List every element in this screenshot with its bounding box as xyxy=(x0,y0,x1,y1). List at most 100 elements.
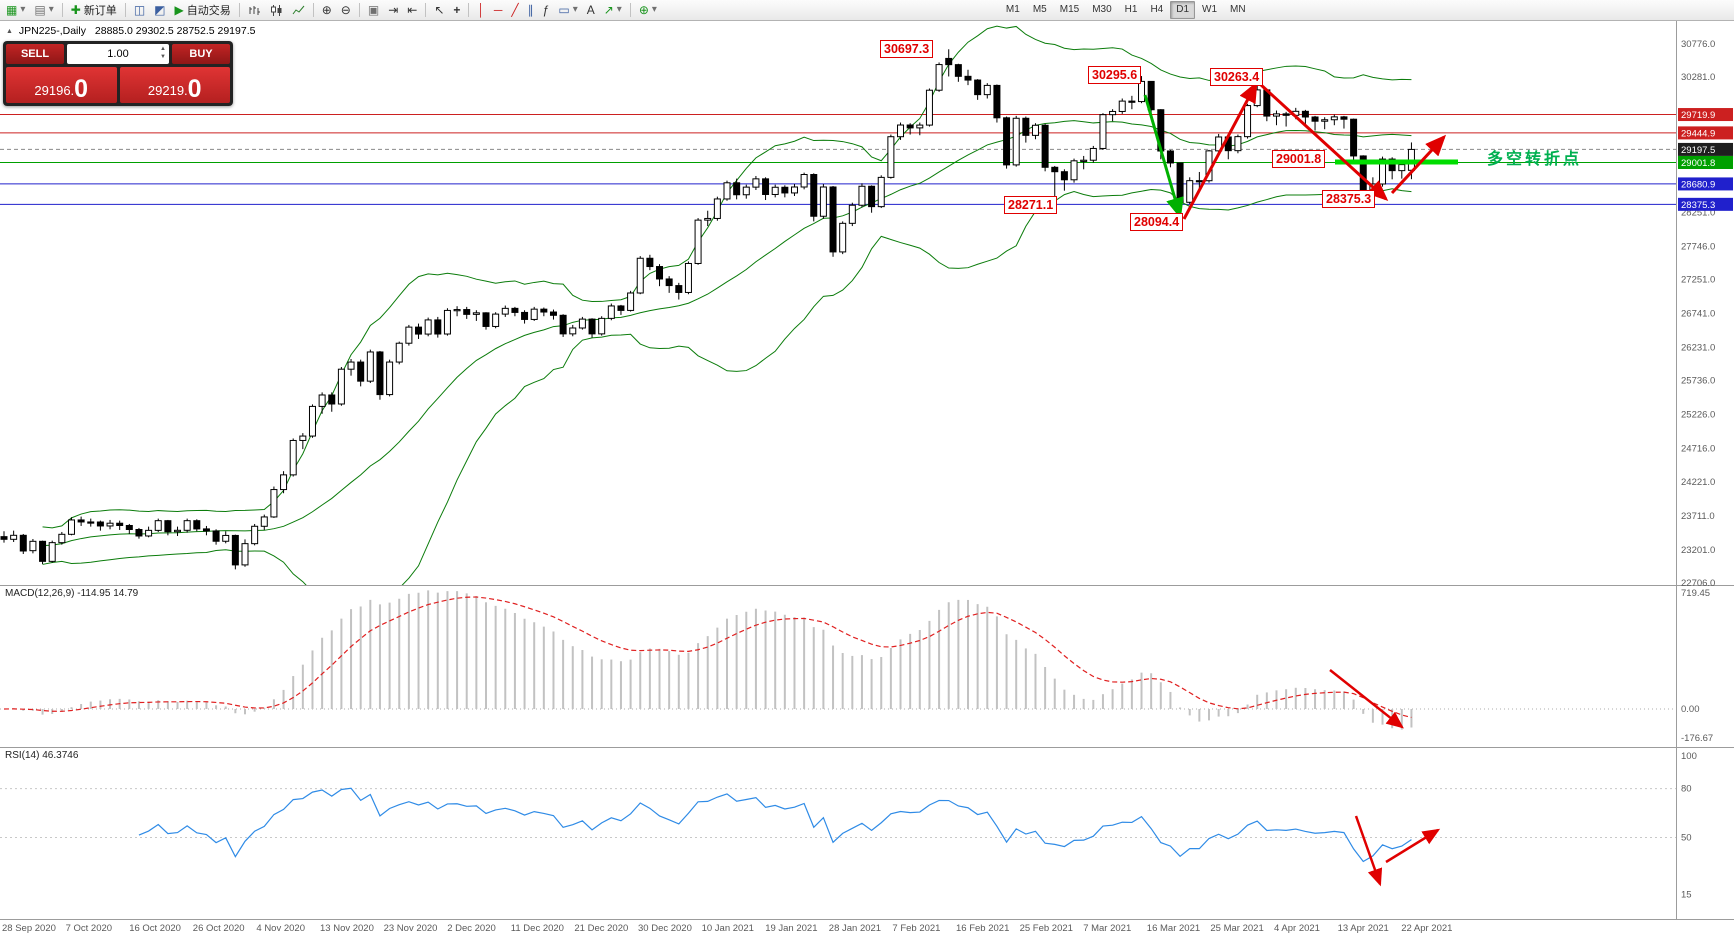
price-callout: 30263.4 xyxy=(1210,68,1264,86)
autotrade-label: 自动交易 xyxy=(186,5,231,17)
trendline-button[interactable]: ╱ xyxy=(507,0,522,20)
svg-text:25 Mar 2021: 25 Mar 2021 xyxy=(1210,923,1263,934)
timeframe-h4[interactable]: H4 xyxy=(1150,4,1164,15)
toolbar-separator xyxy=(61,3,63,17)
text-tool-button[interactable]: A xyxy=(583,0,599,20)
vertical-line-button[interactable]: │ xyxy=(473,0,489,20)
turning-point-label: 多空转折点 xyxy=(1487,151,1583,168)
candlestick-chart-icon xyxy=(270,4,282,16)
cursor-icon: ↖ xyxy=(434,3,445,17)
chart-symbol-period: JPN225-,Daily xyxy=(18,25,86,37)
line-chart-button[interactable] xyxy=(288,0,309,20)
autotrade-button[interactable]: ▶ 自动交易 xyxy=(171,0,235,20)
crosshair-button[interactable]: + xyxy=(449,0,464,20)
svg-text:27251.0: 27251.0 xyxy=(1681,274,1715,285)
svg-text:7 Mar 2021: 7 Mar 2021 xyxy=(1083,923,1131,934)
timeframe-m30[interactable]: M30 xyxy=(1092,4,1112,15)
sell-price-big-digit: 0 xyxy=(74,74,89,103)
macd-label: MACD(12,26,9) -114.95 14.79 xyxy=(5,588,139,599)
svg-text:719.45: 719.45 xyxy=(1681,588,1710,599)
svg-text:25226.0: 25226.0 xyxy=(1681,410,1715,421)
svg-text:-176.67: -176.67 xyxy=(1681,733,1713,744)
svg-text:29444.9: 29444.9 xyxy=(1681,128,1715,139)
zoom-in-icon: ⊕ xyxy=(321,3,332,17)
vertical-line-icon: │ xyxy=(477,3,485,17)
cursor-button[interactable]: ↖ xyxy=(430,0,448,20)
svg-text:15: 15 xyxy=(1681,890,1692,901)
fibonacci-button[interactable]: ƒ xyxy=(539,0,554,20)
sell-button[interactable]: SELL xyxy=(6,44,64,64)
sell-price-button[interactable]: 29196. 0 xyxy=(6,67,117,103)
main-panel xyxy=(0,25,1676,585)
chart-shift-button[interactable]: ⇤ xyxy=(403,0,421,20)
svg-text:28 Jan 2021: 28 Jan 2021 xyxy=(829,923,881,934)
svg-text:21 Dec 2020: 21 Dec 2020 xyxy=(574,923,628,934)
new-chart-button[interactable]: ▦ ▾ xyxy=(2,0,29,20)
price-callout: 28375.3 xyxy=(1322,190,1376,208)
svg-text:24716.0: 24716.0 xyxy=(1681,444,1715,455)
candle-chart-button[interactable] xyxy=(266,0,287,20)
zoom-in-button[interactable]: ⊕ xyxy=(318,0,336,20)
collapse-triangle-icon: ▲ xyxy=(6,28,13,35)
buy-price-button[interactable]: 29219. 0 xyxy=(119,67,230,103)
chevron-down-icon: ▾ xyxy=(572,4,578,15)
strategy-tester-button[interactable]: ◩ xyxy=(150,0,169,20)
price-callout: 28094.4 xyxy=(1130,213,1184,231)
svg-text:29719.9: 29719.9 xyxy=(1681,110,1715,121)
svg-text:80: 80 xyxy=(1681,784,1692,795)
auto-scroll-button[interactable]: ⇥ xyxy=(384,0,402,20)
indicators-button[interactable]: ⊕ ▾ xyxy=(635,0,661,20)
text-tool-icon: A xyxy=(586,3,595,17)
volume-value: 1.00 xyxy=(107,48,129,60)
trendline-icon: ╱ xyxy=(511,3,519,17)
timeframe-h1[interactable]: H1 xyxy=(1124,4,1138,15)
terminal-button[interactable]: ◫ xyxy=(130,0,149,20)
bar-chart-button[interactable] xyxy=(244,0,265,20)
timeframe-w1[interactable]: W1 xyxy=(1202,4,1218,15)
play-icon: ▶ xyxy=(174,3,184,17)
volume-spinner-icon[interactable]: ▲ ▼ xyxy=(160,46,166,60)
timeframe-m15[interactable]: M15 xyxy=(1059,4,1080,15)
strategy-tester-icon: ◩ xyxy=(154,3,166,17)
zoom-out-icon: ⊖ xyxy=(340,3,351,17)
terminal-icon: ◫ xyxy=(133,3,146,17)
shapes-button[interactable]: ▭ ▾ xyxy=(554,0,581,20)
arrow-tool-button[interactable]: ↗ ▾ xyxy=(600,0,626,20)
auto-scroll-icon: ⇥ xyxy=(388,3,399,17)
profiles-icon: ▤ xyxy=(34,3,46,17)
timeframe-d1[interactable]: D1 xyxy=(1170,1,1196,19)
timeframe-mn[interactable]: MN xyxy=(1230,4,1246,15)
volume-input[interactable]: 1.00 ▲ ▼ xyxy=(67,44,169,64)
tile-windows-button[interactable]: ▣ xyxy=(364,0,383,20)
toolbar-separator xyxy=(124,3,126,17)
svg-text:29001.8: 29001.8 xyxy=(1681,158,1715,169)
chart-ohlc-values: 28885.0 29302.5 28752.5 29197.5 xyxy=(94,25,256,37)
zoom-out-button[interactable]: ⊖ xyxy=(337,0,355,20)
svg-text:13 Nov 2020: 13 Nov 2020 xyxy=(320,923,374,934)
timeframe-m5[interactable]: M5 xyxy=(1032,4,1047,15)
shapes-icon: ▭ xyxy=(558,3,570,17)
profiles-button[interactable]: ▤ ▾ xyxy=(30,0,57,20)
svg-text:27746.0: 27746.0 xyxy=(1681,241,1715,252)
bar-chart-icon xyxy=(249,5,260,15)
chevron-down-icon: ▾ xyxy=(48,4,54,15)
toolbar-separator xyxy=(468,3,470,17)
buy-button[interactable]: BUY xyxy=(172,44,230,64)
price-callout: 28271.1 xyxy=(1004,196,1058,214)
svg-text:4 Nov 2020: 4 Nov 2020 xyxy=(256,923,305,934)
toolbar-separator xyxy=(358,3,360,17)
svg-text:7 Oct 2020: 7 Oct 2020 xyxy=(66,923,112,934)
channel-button[interactable]: ∥ xyxy=(524,0,538,20)
toolbar-separator xyxy=(312,3,314,17)
chart-header: ▲ JPN225-,Daily 28885.0 29302.5 28752.5 … xyxy=(6,25,255,37)
svg-text:4 Apr 2021: 4 Apr 2021 xyxy=(1274,923,1320,934)
price-callout: 29001.8 xyxy=(1272,150,1326,168)
rsi-panel xyxy=(0,787,1676,863)
new-order-button[interactable]: ✚ 新订单 xyxy=(67,0,121,20)
svg-text:100: 100 xyxy=(1681,751,1697,762)
sell-price: 29196. xyxy=(34,82,75,98)
horizontal-line-button[interactable]: ─ xyxy=(490,0,507,20)
timeframe-m1[interactable]: M1 xyxy=(1005,4,1020,15)
chevron-down-icon: ▾ xyxy=(651,4,657,15)
